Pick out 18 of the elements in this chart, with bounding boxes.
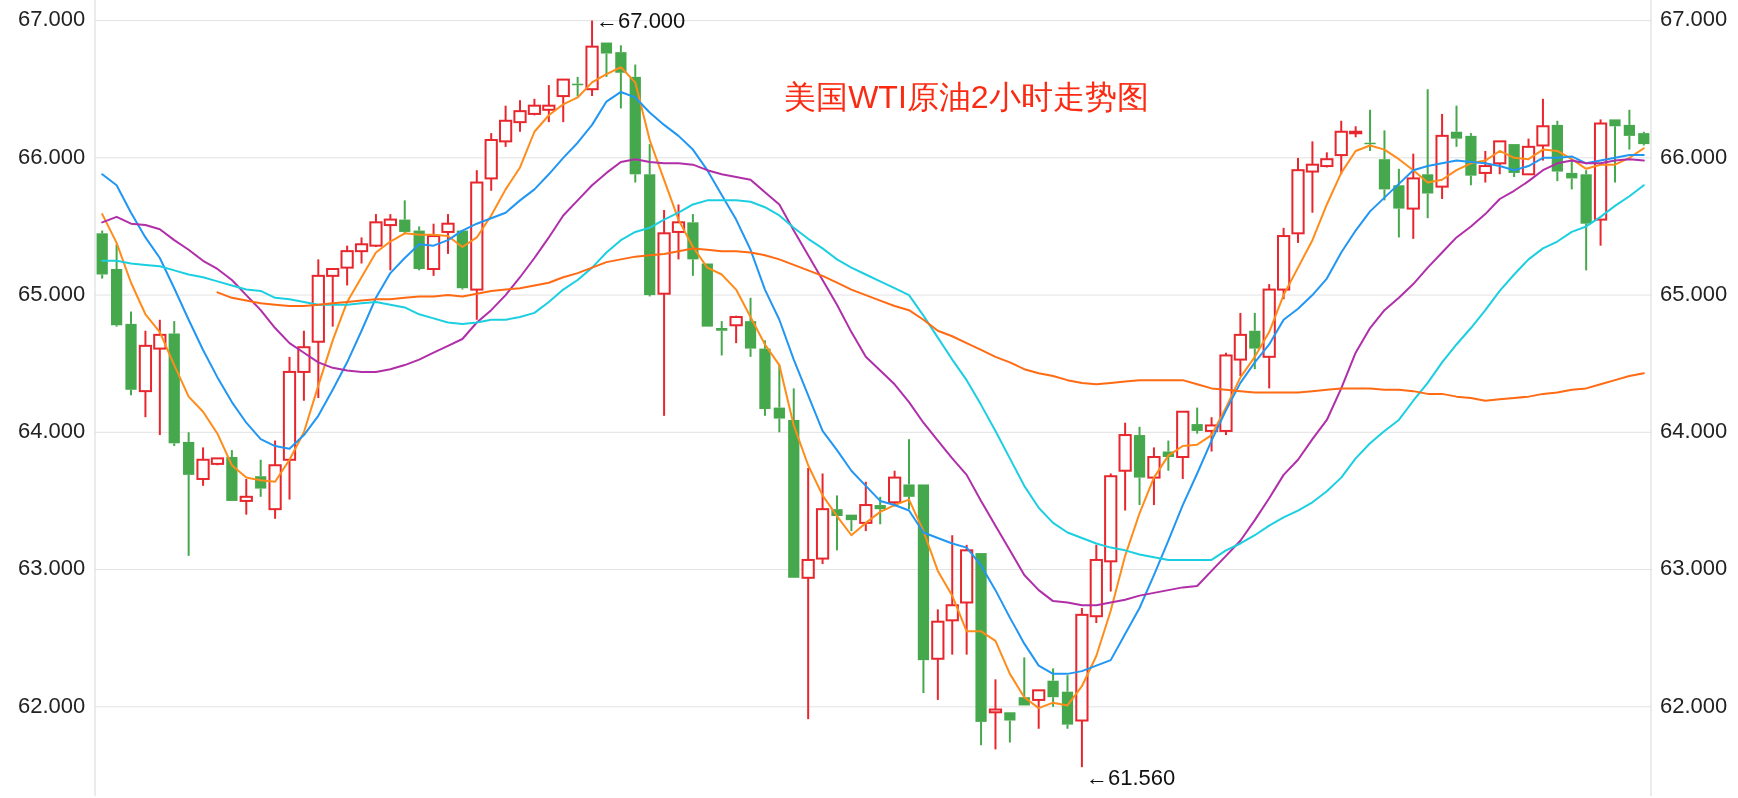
- line-series: [101, 184, 1645, 561]
- annotation: ←67.000: [596, 8, 686, 34]
- y2-tick-label: 63.000: [1660, 555, 1728, 581]
- y2-tick-label: 64.000: [1660, 418, 1728, 444]
- y2-tick-label: 66.000: [1660, 143, 1728, 169]
- y-tick-label: 65.000: [18, 280, 86, 306]
- y2-tick-label: 65.000: [1660, 280, 1728, 306]
- y2-tick-label: 67.000: [1660, 6, 1728, 32]
- line-series: [101, 158, 1645, 607]
- y-tick-label: 66.000: [18, 143, 86, 169]
- y-tick-label: 62.000: [18, 692, 86, 718]
- text: 美国WTI原油2小时走势图: [784, 79, 1149, 116]
- line-series: [216, 247, 1645, 402]
- y-tick-label: 67.000: [18, 6, 86, 32]
- y2-tick-label: 62.000: [1660, 692, 1728, 718]
- annotation: ←61.560: [1085, 764, 1176, 790]
- y-tick-label: 64.000: [18, 418, 86, 444]
- y-tick-label: 63.000: [18, 555, 86, 581]
